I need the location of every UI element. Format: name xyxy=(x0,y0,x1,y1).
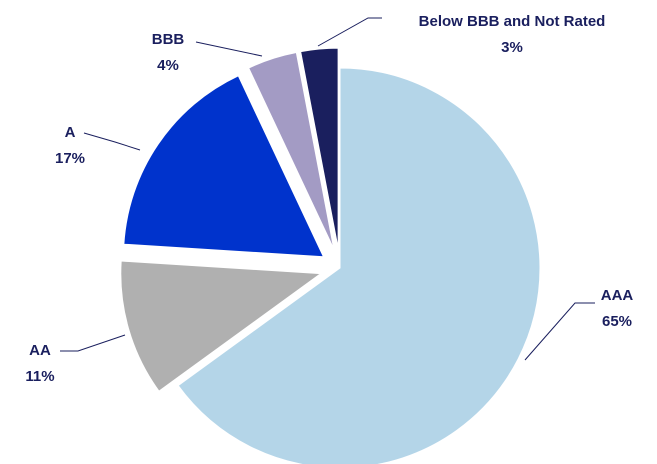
slice-value-label: 3% xyxy=(501,39,523,56)
slice-value-label: 17% xyxy=(55,150,85,167)
slice-value-label: 11% xyxy=(25,368,54,385)
leader-line xyxy=(83,132,141,151)
slice-label: BBB xyxy=(152,31,185,48)
slice-value-label: 4% xyxy=(157,57,179,74)
leader-line xyxy=(317,17,382,47)
leader-line xyxy=(195,41,263,57)
pie-slice xyxy=(120,260,323,392)
leader-line xyxy=(524,302,595,361)
slice-label: A xyxy=(65,124,76,141)
slice-label: Below BBB and Not Rated xyxy=(419,13,606,30)
slice-value-label: 65% xyxy=(602,313,632,330)
pie-slice xyxy=(123,75,325,258)
leader-line xyxy=(60,334,126,352)
slice-label: AAA xyxy=(601,287,634,304)
pie-slice xyxy=(177,67,541,464)
pie-slice xyxy=(247,51,335,250)
pie-slice xyxy=(300,47,339,249)
slice-label: AA xyxy=(29,342,51,359)
